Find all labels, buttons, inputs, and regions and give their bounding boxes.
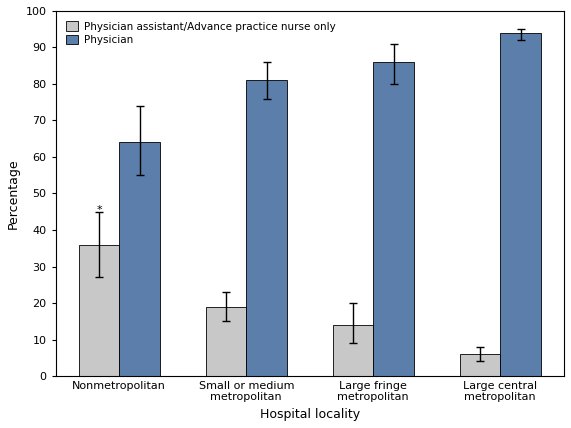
Bar bbox=[460, 354, 500, 376]
Bar bbox=[373, 62, 414, 376]
Legend: Physician assistant/Advance practice nurse only, Physician: Physician assistant/Advance practice nur… bbox=[61, 16, 341, 50]
Bar bbox=[79, 245, 119, 376]
Bar bbox=[246, 80, 287, 376]
Y-axis label: Percentage: Percentage bbox=[7, 158, 20, 229]
Bar bbox=[206, 307, 246, 376]
Bar bbox=[333, 325, 373, 376]
Text: *: * bbox=[96, 205, 102, 215]
X-axis label: Hospital locality: Hospital locality bbox=[260, 408, 360, 421]
Bar bbox=[119, 143, 160, 376]
Bar bbox=[500, 33, 541, 376]
